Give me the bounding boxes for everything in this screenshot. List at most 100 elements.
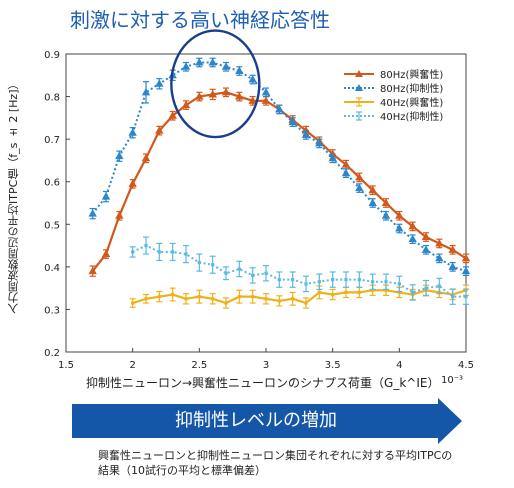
- data-point: [384, 288, 388, 292]
- data-point: [291, 297, 295, 301]
- data-point: [315, 138, 324, 147]
- x-tick-label: 3: [263, 360, 269, 371]
- data-point: [331, 292, 335, 297]
- data-point: [157, 250, 161, 254]
- data-point: [157, 295, 161, 299]
- data-point: [344, 278, 348, 282]
- series-line: [91, 61, 467, 273]
- data-point: [411, 290, 415, 294]
- x-axis-label: 抑制性ニューロン→興奮性ニューロンのシナプス荷重（G_k^IE）: [86, 376, 440, 390]
- chart-series: [88, 57, 471, 309]
- data-point: [424, 286, 428, 290]
- data-point: [221, 62, 231, 70]
- data-point: [421, 245, 431, 253]
- data-point: [211, 297, 215, 301]
- data-point: [251, 273, 255, 277]
- data-point: [248, 96, 257, 104]
- data-point: [181, 62, 191, 70]
- data-point: [301, 130, 311, 138]
- data-point: [437, 284, 441, 288]
- x-tick-label: 4.5: [458, 360, 474, 371]
- data-point: [115, 211, 124, 219]
- legend-label: 80Hz(興奮性): [380, 68, 443, 81]
- data-point: [221, 87, 231, 96]
- data-point: [155, 79, 164, 87]
- data-point: [88, 209, 97, 217]
- data-point: [395, 224, 404, 232]
- data-point: [237, 267, 241, 271]
- data-point: [291, 278, 295, 282]
- data-point: [421, 232, 431, 241]
- data-point: [368, 198, 377, 206]
- data-point: [184, 297, 188, 301]
- data-point: [341, 160, 351, 168]
- series-3: [129, 284, 469, 309]
- series-2: [88, 57, 471, 276]
- data-point: [397, 282, 401, 286]
- data-point: [384, 280, 388, 284]
- data-point: [235, 66, 244, 75]
- data-point: [275, 104, 284, 113]
- data-point: [371, 280, 375, 284]
- data-point: [131, 250, 135, 254]
- y-tick-label: 0.7: [44, 135, 60, 146]
- x-tick-label: 2: [129, 360, 135, 371]
- data-point: [211, 263, 215, 267]
- data-point: [304, 282, 308, 286]
- data-point: [355, 183, 364, 192]
- data-point: [357, 278, 361, 282]
- data-point: [368, 185, 377, 194]
- y-tick-label: 0.2: [44, 348, 60, 359]
- legend-label: 80Hz(抑制性): [380, 82, 443, 95]
- series-1: [88, 87, 471, 277]
- data-point: [235, 92, 244, 100]
- data-point: [264, 297, 268, 301]
- data-point: [144, 297, 148, 301]
- data-point: [408, 221, 417, 230]
- page-title: 刺激に対する高い神経応答性: [70, 8, 330, 32]
- data-point: [261, 96, 271, 104]
- x-axis-exponent: 10⁻³: [441, 375, 463, 386]
- x-tick-label: 3.5: [325, 360, 341, 371]
- data-point: [208, 58, 217, 66]
- banner-label: 抑制性レベルの増加: [175, 410, 337, 431]
- data-point: [328, 153, 337, 162]
- figure-caption: 興奮性ニューロンと抑制性ニューロン集団それぞれに対する平均ITPCの結果（10試…: [98, 449, 453, 477]
- data-point: [464, 295, 468, 299]
- data-point: [248, 75, 257, 83]
- y-tick-label: 0.6: [44, 178, 60, 189]
- data-point: [224, 301, 228, 305]
- legend-label: 40Hz(抑制性): [380, 110, 443, 123]
- data-point: [341, 168, 351, 177]
- data-point: [277, 299, 281, 303]
- legend-marker: [355, 84, 363, 91]
- data-point: [168, 111, 177, 119]
- data-point: [435, 253, 444, 262]
- data-point: [317, 280, 321, 284]
- data-point: [141, 153, 151, 162]
- data-point: [181, 100, 191, 109]
- y-tick-label: 0.9: [44, 50, 60, 61]
- y-tick-label: 0.5: [44, 220, 60, 231]
- data-point: [131, 301, 135, 305]
- banner-bar: [72, 404, 440, 438]
- data-point: [397, 290, 401, 294]
- y-axis-ticks: 0.2 0.3 0.4 0.5 0.6 0.7 0.8 0.9: [44, 50, 70, 359]
- y-tick-label: 0.3: [44, 305, 60, 316]
- data-point: [224, 271, 228, 275]
- data-point: [101, 249, 111, 258]
- data-point: [144, 243, 148, 248]
- data-point: [448, 262, 457, 270]
- data-point: [448, 245, 457, 253]
- data-point: [251, 295, 255, 299]
- legend-marker: [355, 70, 363, 77]
- data-point: [277, 278, 281, 282]
- y-tick-label: 0.4: [44, 263, 60, 274]
- data-point: [435, 238, 444, 247]
- y-axis-label: 入力周波数周辺の平均ITPC値（f_s ± 2 [Hz]）: [7, 78, 20, 314]
- data-point: [355, 172, 364, 181]
- x-tick-label: 4: [396, 360, 402, 371]
- data-point: [128, 128, 137, 136]
- data-point: [195, 58, 204, 66]
- data-point: [288, 117, 297, 126]
